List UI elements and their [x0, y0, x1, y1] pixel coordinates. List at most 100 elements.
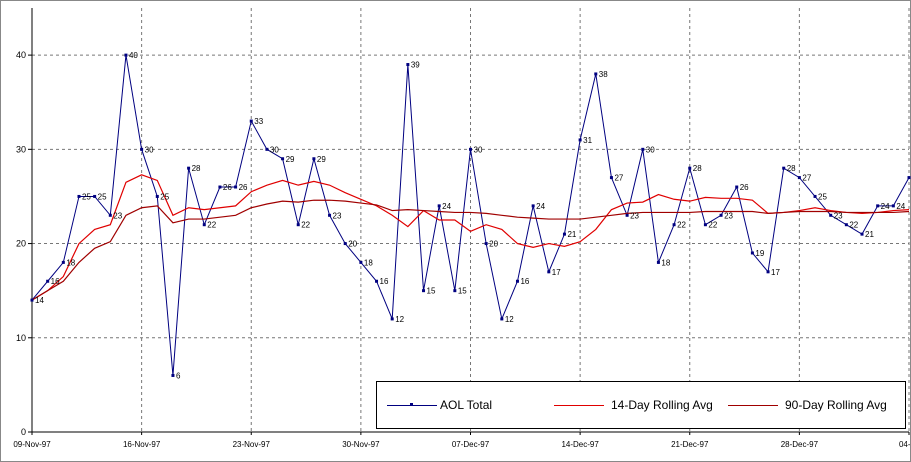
data-label: 27: [802, 174, 811, 183]
data-label: 25: [82, 192, 91, 201]
data-label: 26: [223, 183, 232, 192]
data-label: 12: [395, 315, 404, 324]
data-label: 23: [630, 211, 639, 220]
y-tick-label: 0: [21, 427, 26, 437]
data-label: 26: [740, 183, 749, 192]
data-label: 15: [458, 287, 467, 296]
data-point: [202, 223, 206, 227]
data-point: [876, 204, 880, 208]
data-label: 16: [51, 277, 60, 286]
legend-marker-aol-total: [410, 403, 413, 406]
data-point: [484, 242, 488, 246]
data-point: [609, 176, 613, 180]
x-tick-label: 07-Dec-97: [452, 440, 490, 449]
data-point: [359, 260, 363, 264]
data-point: [93, 194, 97, 198]
data-point: [61, 260, 65, 264]
data-point: [719, 213, 723, 217]
data-label: 28: [693, 164, 702, 173]
legend-swatch-90-day: [728, 405, 778, 406]
data-point: [140, 147, 144, 151]
data-point: [656, 260, 660, 264]
data-label: 24: [442, 202, 451, 211]
data-label: 31: [583, 136, 592, 145]
data-label: 6: [176, 371, 181, 380]
data-point: [453, 289, 457, 293]
data-point: [907, 176, 911, 180]
data-point: [766, 270, 770, 274]
data-point: [844, 223, 848, 227]
data-point: [265, 147, 269, 151]
data-point: [249, 119, 253, 123]
data-point: [30, 298, 34, 302]
data-point: [703, 223, 707, 227]
data-point: [813, 194, 817, 198]
data-point: [406, 63, 410, 67]
x-tick-label: 23-Nov-97: [233, 440, 271, 449]
data-label: 15: [427, 287, 436, 296]
data-point: [594, 72, 598, 76]
data-point: [124, 53, 128, 57]
data-label: 30: [145, 145, 154, 154]
data-point: [422, 289, 426, 293]
data-point: [281, 157, 285, 161]
data-label: 23: [113, 211, 122, 220]
data-point: [390, 317, 394, 321]
data-label: 29: [317, 155, 326, 164]
data-point: [782, 166, 786, 170]
data-label: 22: [301, 221, 310, 230]
data-label: 12: [505, 315, 514, 324]
data-label: 23: [333, 211, 342, 220]
data-point: [891, 204, 895, 208]
data-label: 24: [896, 202, 905, 211]
data-label: 22: [677, 221, 686, 230]
data-point: [750, 251, 754, 255]
y-tick-label: 30: [16, 144, 26, 154]
data-point: [296, 223, 300, 227]
data-label: 27: [614, 174, 623, 183]
data-point: [155, 194, 159, 198]
data-point: [46, 279, 50, 283]
data-label: 24: [881, 202, 890, 211]
data-label: 20: [489, 240, 498, 249]
data-point: [672, 223, 676, 227]
data-label: 25: [160, 192, 169, 201]
data-label: 38: [599, 70, 608, 79]
data-label: 18: [661, 258, 670, 267]
data-label: 30: [270, 145, 279, 154]
data-point: [531, 204, 535, 208]
data-label: 23: [834, 211, 843, 220]
data-point: [469, 147, 472, 151]
data-label: 28: [192, 164, 201, 173]
data-point: [343, 242, 347, 246]
data-point: [437, 204, 441, 208]
data-label: 21: [865, 230, 874, 239]
data-point: [562, 232, 566, 236]
x-tick-label: 04-Ja: [899, 440, 911, 449]
data-label: 19: [755, 249, 764, 258]
data-point: [641, 147, 645, 151]
legend-label-90-day: 90-Day Rolling Avg: [785, 398, 887, 412]
x-tick-label: 30-Nov-97: [342, 440, 380, 449]
data-point: [218, 185, 222, 189]
data-point: [77, 194, 81, 198]
y-tick-label: 20: [16, 239, 26, 249]
data-label: 20: [348, 240, 357, 249]
x-tick-label: 14-Dec-97: [561, 440, 599, 449]
data-label: 24: [536, 202, 545, 211]
data-point: [187, 166, 191, 170]
data-label: 29: [286, 155, 295, 164]
data-label: 30: [474, 145, 483, 154]
data-point: [108, 213, 112, 217]
data-label: 22: [708, 221, 717, 230]
data-point: [797, 176, 801, 180]
data-label: 17: [771, 268, 780, 277]
legend-label-14-day: 14-Day Rolling Avg: [611, 398, 713, 412]
data-point: [625, 213, 629, 217]
data-point: [312, 157, 316, 161]
data-point: [547, 270, 551, 274]
data-label: 22: [849, 221, 858, 230]
data-label: 30: [646, 145, 655, 154]
data-label: 17: [552, 268, 561, 277]
